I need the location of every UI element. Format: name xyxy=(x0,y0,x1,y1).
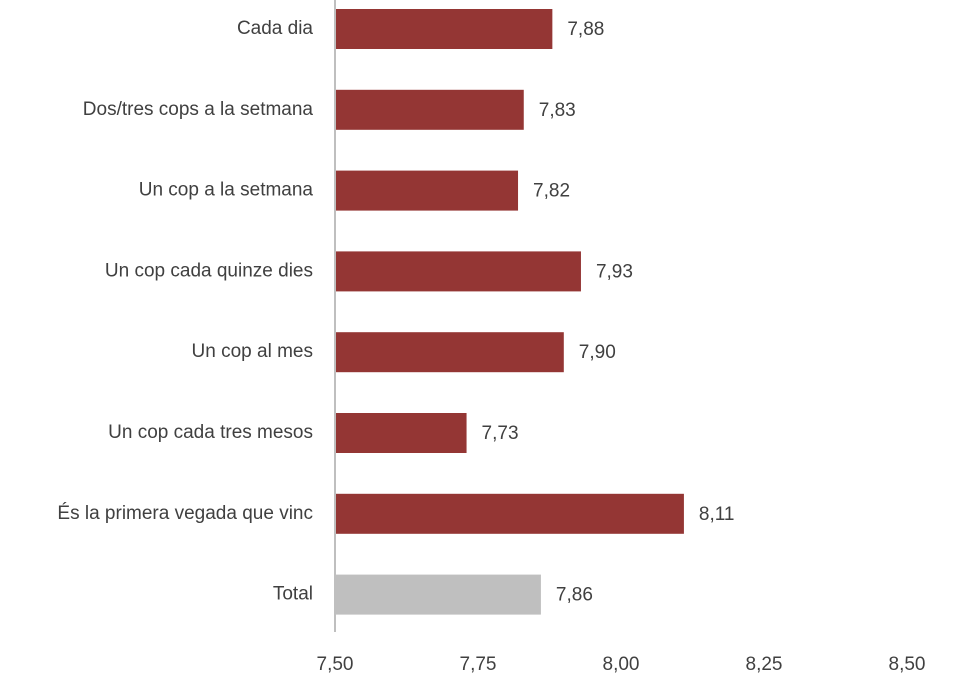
data-label: 7,73 xyxy=(482,423,519,444)
y-tick-label: Un cop cada tres mesos xyxy=(108,422,313,443)
y-tick-label: És la primera vegada que vinc xyxy=(57,503,313,524)
x-tick-label: 7,75 xyxy=(460,654,497,675)
data-label: 7,83 xyxy=(539,100,576,121)
bar xyxy=(335,332,564,373)
bar xyxy=(335,574,541,615)
bar xyxy=(335,413,467,453)
y-tick-label: Un cop a la setmana xyxy=(139,180,314,201)
data-label: 7,93 xyxy=(596,261,633,282)
bar xyxy=(335,170,519,211)
x-tick-label: 8,25 xyxy=(746,654,783,675)
y-tick-label: Un cop al mes xyxy=(192,341,313,362)
x-tick-label: 8,50 xyxy=(889,654,926,675)
y-tick-label: Total xyxy=(273,584,313,605)
bar xyxy=(335,9,553,49)
x-tick-label: 8,00 xyxy=(603,654,640,675)
data-label: 7,82 xyxy=(533,181,570,202)
bar xyxy=(335,493,684,534)
data-label: 8,11 xyxy=(699,504,735,525)
data-label: 7,86 xyxy=(556,585,593,606)
y-tick-label: Dos/tres cops a la setmana xyxy=(83,99,314,120)
data-label: 7,90 xyxy=(579,342,616,363)
data-label: 7,88 xyxy=(567,19,604,40)
x-tick-label: 7,50 xyxy=(317,654,354,675)
bar xyxy=(335,89,524,130)
y-tick-label: Cada dia xyxy=(237,18,313,39)
y-tick-label: Un cop cada quinze dies xyxy=(105,260,313,281)
bar xyxy=(335,251,581,292)
